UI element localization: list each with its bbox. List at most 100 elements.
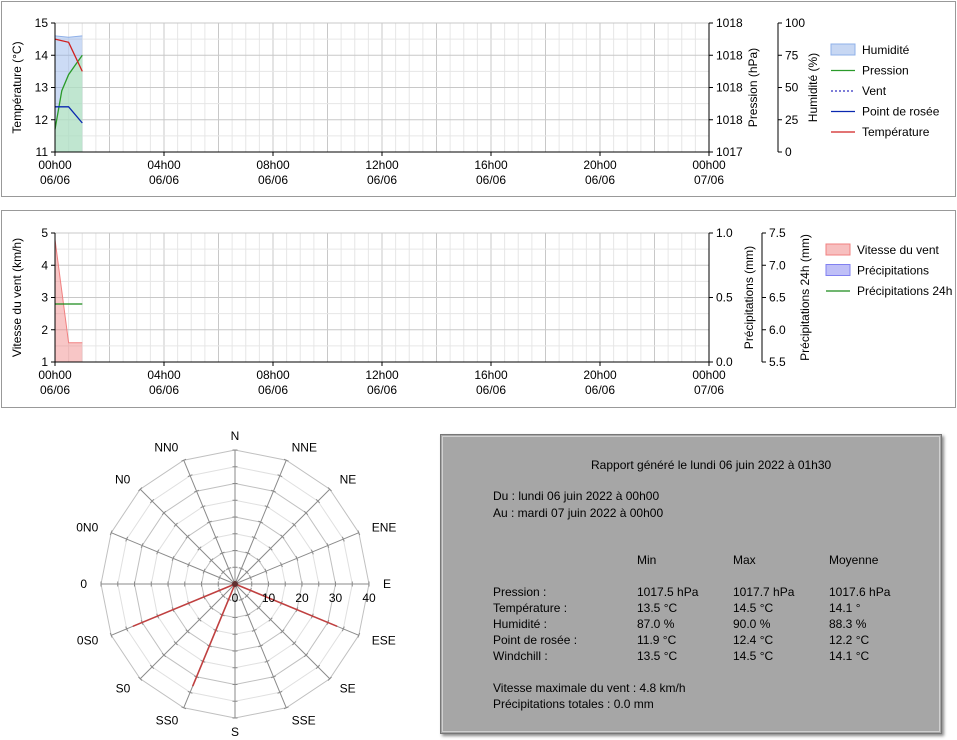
radar-spoke-tick	[109, 632, 113, 638]
radar-spoke-tick	[218, 575, 221, 581]
y-tick-label: 2	[41, 323, 48, 337]
radar-spoke-tick	[280, 629, 285, 634]
radar-direction-label: ESE	[372, 634, 396, 648]
series-line	[54, 38, 83, 72]
radar-spoke-tick	[209, 558, 214, 563]
radar-direction-label: S0	[116, 682, 131, 696]
x-tick-date: 06/06	[367, 173, 397, 187]
radar-spoke-tick	[244, 593, 249, 598]
series-line	[55, 106, 83, 124]
radar-spoke-tick	[326, 543, 330, 549]
radar-spoke-tick	[221, 593, 226, 598]
report-row-label: Humidité :	[493, 617, 548, 631]
radar-direction-label: ENE	[372, 520, 397, 534]
radar-spoke-tick	[149, 664, 155, 670]
series-edge	[54, 35, 83, 38]
radar-direction-label: NE	[340, 472, 357, 486]
x-tick-time: 12h00	[365, 368, 399, 382]
radar-spoke-tick	[238, 598, 244, 601]
radar-spoke-tick	[200, 505, 206, 509]
radar-spoke-tick	[268, 546, 273, 551]
report-row-min: 13.5 °C	[637, 649, 678, 663]
x-tick-time: 08h00	[256, 158, 290, 172]
report-row-label: Point de rosée :	[493, 633, 578, 647]
x-tick-time: 04h00	[147, 158, 181, 172]
legend-label: Précipitations	[857, 264, 929, 278]
report-row-min: 13.5 °C	[637, 601, 678, 615]
radar-spoke-tick	[264, 568, 268, 574]
legend-label: Pression	[862, 64, 909, 78]
radar-spoke-tick	[303, 652, 309, 658]
report-row-max: 14.5 °C	[733, 649, 774, 663]
report-row-min: 11.9 °C	[637, 633, 677, 647]
legend-label: Température	[862, 125, 930, 139]
report-row-max: 1017.7 hPa	[733, 585, 795, 599]
radar-spoke-tick	[256, 605, 261, 610]
y-tick-label: 1	[41, 355, 48, 369]
report-header-avg: Moyenne	[829, 553, 879, 567]
y-tick-label: 25	[785, 113, 799, 127]
radar-direction-label: SS0	[156, 714, 179, 728]
radar-spoke-tick	[149, 498, 155, 504]
radar-spoke-tick	[138, 676, 143, 681]
report-row-avg: 14.1 °	[829, 601, 861, 615]
radar-spoke-tick	[268, 617, 273, 622]
radar-direction-label: S	[231, 725, 239, 739]
radar-spoke-tick	[187, 690, 193, 694]
y-tick-label: 3	[41, 291, 48, 305]
series-edge	[54, 239, 83, 344]
radar-spoke-tick	[194, 489, 200, 493]
x-tick-time: 00h00	[38, 368, 72, 382]
wind-precipitation-chart: 00h0006/0604h0006/0608h0006/0612h0006/06…	[10, 226, 952, 397]
radar-spoke-tick	[341, 626, 345, 632]
radar-direction-label: NN0	[154, 440, 178, 454]
radar-direction-label: SE	[340, 682, 356, 696]
x-tick-date: 06/06	[585, 173, 615, 187]
y-tick-label: 75	[785, 48, 799, 62]
radar-ring-label: 10	[262, 591, 276, 605]
report-row-max: 90.0 %	[733, 617, 771, 631]
report-row-min: 1017.5 hPa	[637, 585, 699, 599]
radar-spoke-tick	[292, 641, 297, 646]
report-total-rain: Précipitations totales : 0.0 mm	[493, 697, 654, 711]
radar-spoke-tick	[173, 522, 178, 527]
report-period-from: Du : lundi 06 juin 2022 à 00h00	[493, 489, 660, 503]
radar-value	[191, 583, 236, 687]
y-tick-label: 5.5	[769, 355, 786, 369]
radar-spoke-tick	[270, 675, 276, 679]
radar-spoke-tick	[197, 546, 202, 551]
x-tick-time: 20h00	[583, 158, 617, 172]
radar-spoke-tick	[125, 626, 129, 632]
legend-label: Point de rosée	[862, 105, 940, 119]
report-row-label: Température :	[493, 601, 568, 615]
y-axis-label: Précipitations (mm)	[742, 246, 756, 349]
radar-direction-label: 0	[80, 577, 87, 591]
radar-spoke-tick	[209, 605, 214, 610]
x-tick-time: 12h00	[365, 158, 399, 172]
y-tick-label: 14	[35, 48, 49, 62]
radar-spoke-tick	[181, 706, 187, 710]
radar-spoke-tick	[245, 551, 251, 555]
radar-value	[132, 583, 236, 628]
report-period-to: Au : mardi 07 juin 2022 à 00h00	[493, 506, 664, 520]
report-row-avg: 12.2 °C	[829, 633, 870, 647]
y-axis-label: Vitesse du vent (km/h)	[10, 238, 24, 357]
radar-spoke-tick	[264, 659, 270, 663]
report-header-min: Min	[637, 553, 657, 567]
y-tick-label: 0.5	[716, 291, 733, 305]
radar-spoke-tick	[258, 644, 264, 648]
y-tick-label: 7.0	[769, 258, 786, 272]
radar-spoke-tick	[206, 520, 212, 524]
radar-spoke-tick	[202, 568, 206, 574]
radar-spoke-tick	[109, 530, 113, 536]
series-area	[55, 239, 83, 362]
y-tick-label: 1018	[716, 81, 743, 95]
radar-spoke-tick	[181, 458, 187, 462]
temperature-pressure-humidity-chart: 00h0006/0604h0006/0608h0006/0612h0006/06…	[10, 16, 940, 187]
radar-spoke-tick	[341, 536, 345, 542]
radar-direction-label: N	[231, 429, 240, 443]
radar-direction-label: SSE	[292, 714, 316, 728]
report-row-label: Pression :	[493, 585, 547, 599]
radar-value	[234, 583, 338, 628]
x-tick-time: 20h00	[583, 368, 617, 382]
